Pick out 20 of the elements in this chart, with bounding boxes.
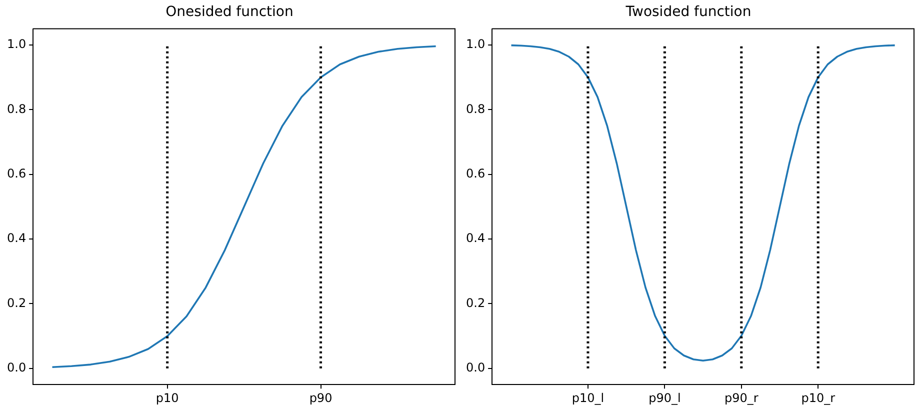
y-tick-label: 0.0 bbox=[466, 360, 486, 375]
y-tick-label: 0.8 bbox=[466, 102, 486, 116]
x-tick-label: p10_l bbox=[572, 390, 604, 405]
y-tick-label: 0.6 bbox=[466, 166, 486, 180]
y-tick-label: 1.0 bbox=[466, 37, 486, 52]
y-tick-label: 1.0 bbox=[6, 37, 26, 52]
chart-title: Twosided function bbox=[624, 4, 752, 20]
x-tick-label: p90_r bbox=[724, 390, 758, 405]
chart-title: Onesided function bbox=[166, 4, 294, 20]
x-tick-label: p90 bbox=[309, 390, 332, 405]
y-tick-label: 0.4 bbox=[6, 231, 26, 246]
x-tick-label: p10 bbox=[156, 390, 179, 405]
x-tick-label: p90_l bbox=[648, 390, 681, 405]
y-tick-label: 0.4 bbox=[466, 231, 486, 246]
y-tick-label: 0.6 bbox=[6, 166, 26, 180]
y-tick-label: 0.2 bbox=[466, 296, 486, 310]
x-tick-label: p10_r bbox=[801, 390, 836, 405]
y-tick-label: 0.2 bbox=[6, 296, 26, 310]
y-tick-label: 0.0 bbox=[6, 360, 26, 375]
y-tick-label: 0.8 bbox=[6, 102, 26, 116]
